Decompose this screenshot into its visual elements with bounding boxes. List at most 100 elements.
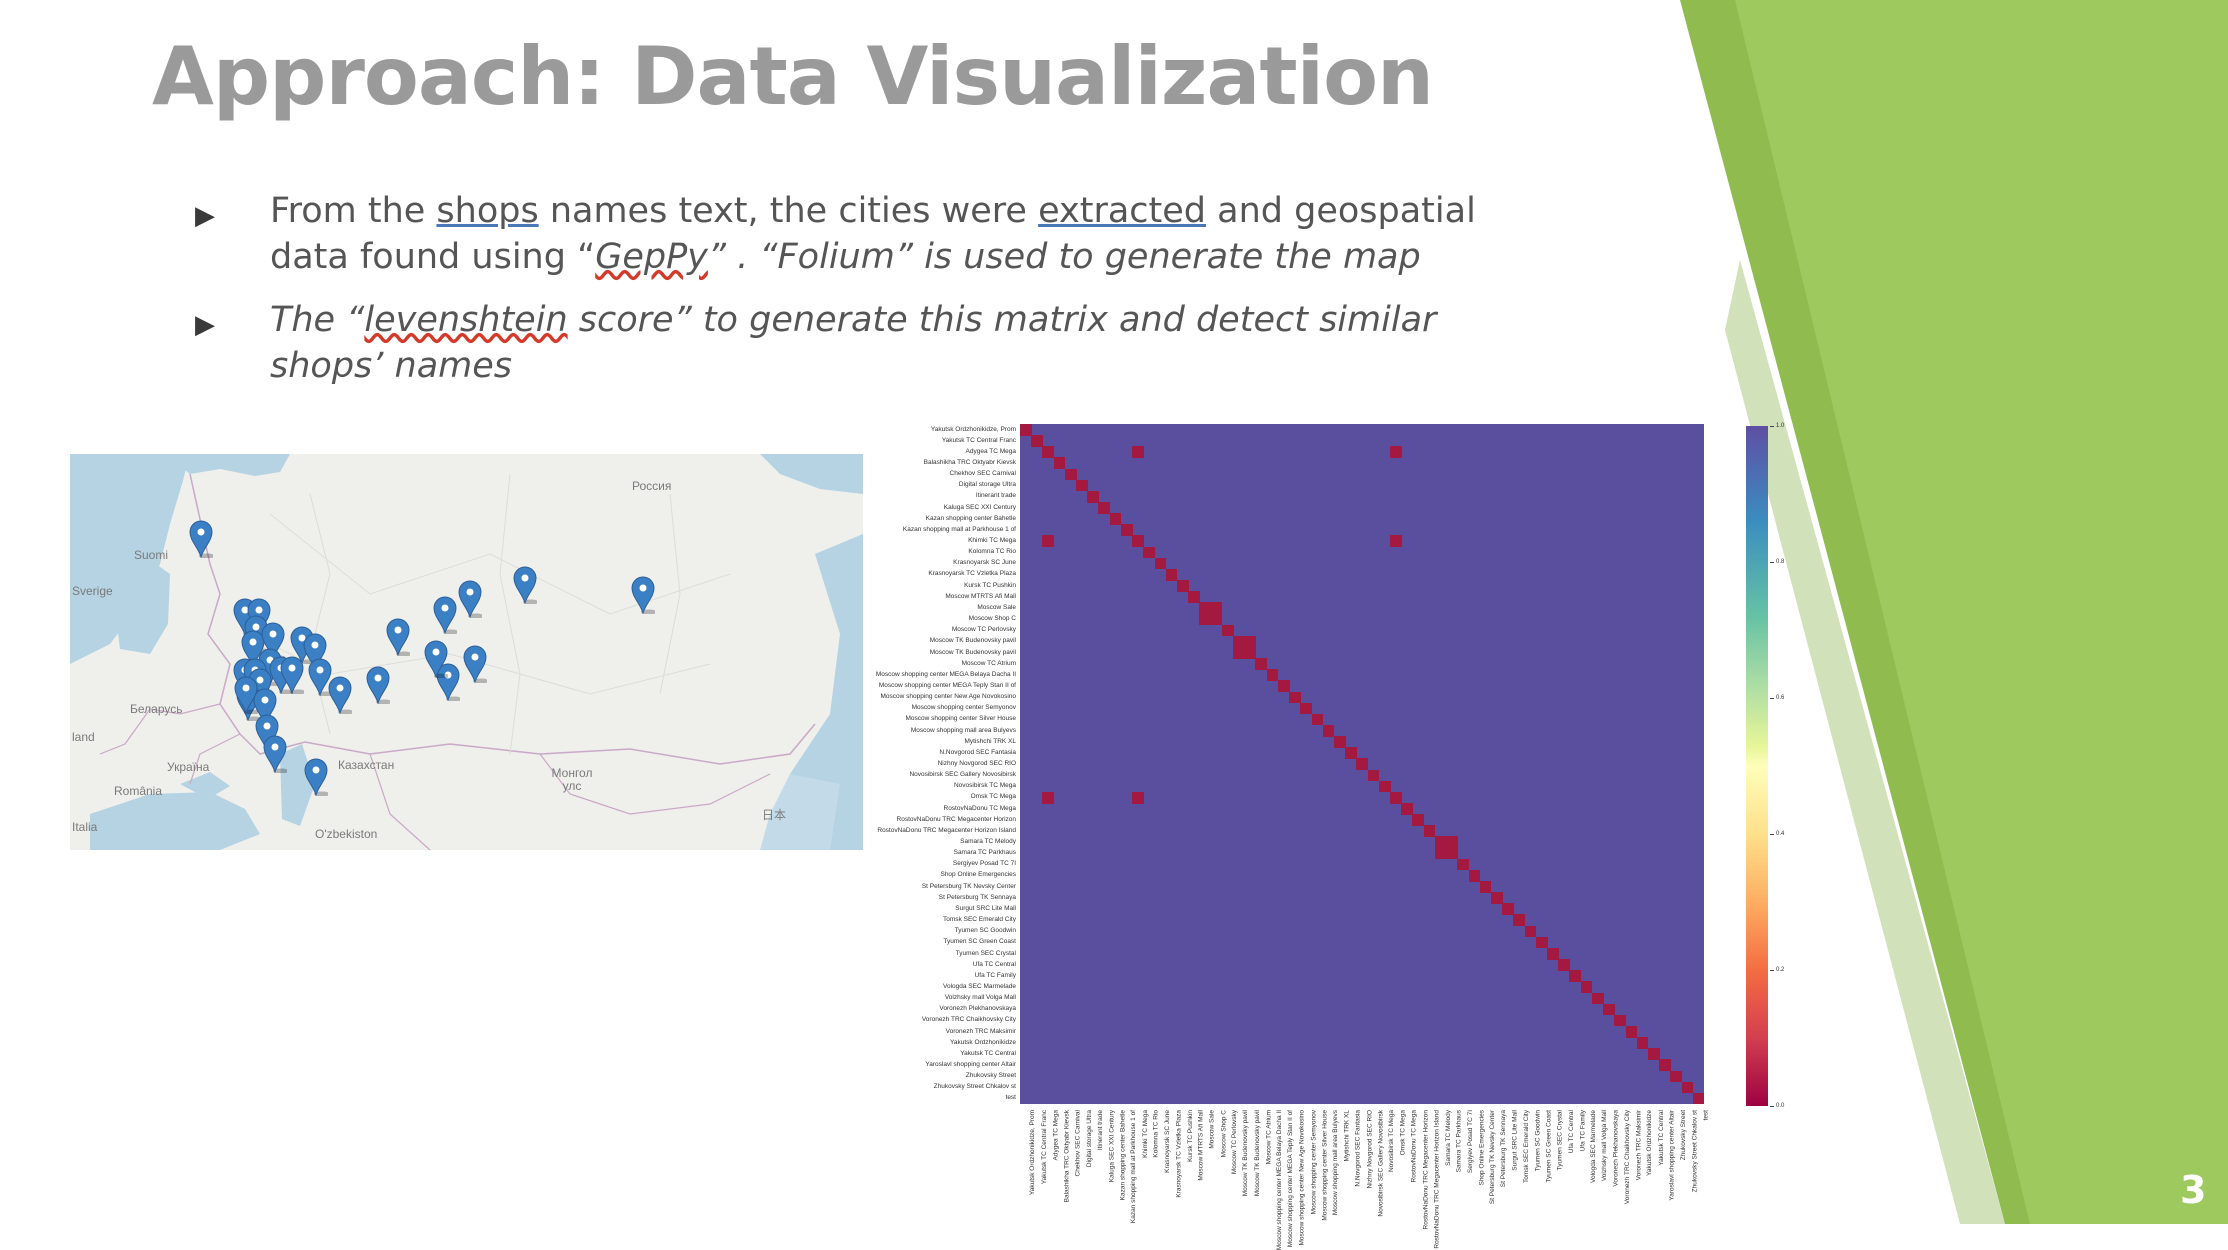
heatmap-cell (1479, 881, 1492, 893)
heatmap-cell (1569, 970, 1582, 982)
heatmap-cell (1446, 847, 1458, 860)
misspelled-word: GepPy (595, 237, 708, 277)
heatmap-cell (1322, 724, 1335, 737)
heatmap-cell (1513, 914, 1526, 927)
heatmap-cell (1053, 457, 1066, 470)
map-pin-icon[interactable] (263, 735, 287, 773)
colorbar-tick (1770, 698, 1774, 699)
heatmap-cell (1233, 646, 1245, 659)
heatmap-cell (1165, 568, 1178, 581)
misspelled-word: levenshtein (364, 300, 568, 340)
heatmap-cell (1020, 424, 1032, 436)
heatmap-cell (1457, 858, 1469, 871)
heatmap-cell (1289, 691, 1301, 704)
slide-accent-bands (1680, 0, 2228, 1224)
heatmap-cell (1390, 446, 1402, 458)
heatmap-cell (1647, 1048, 1660, 1060)
bullet-item: ▶ The “levenshtein score” to generate th… (190, 297, 1510, 389)
heatmap-cell (1692, 1092, 1705, 1105)
heatmap-cell (1535, 936, 1548, 949)
colorbar-tick-label: 0.0 (1776, 1103, 1785, 1109)
map-label: land (72, 730, 95, 744)
heatmap-cell (1367, 769, 1380, 782)
heatmap-cell (1132, 791, 1144, 804)
heatmap-cell (1188, 591, 1200, 603)
heatmap-cell (1681, 1081, 1694, 1094)
map-label: Россия (632, 479, 672, 493)
heatmap-cell (1132, 535, 1144, 548)
heatmap-cell (1109, 513, 1122, 525)
map-label: O'zbekiston (315, 827, 378, 841)
heatmap-cell (1490, 892, 1503, 904)
heatmap-cell (1087, 490, 1099, 503)
heatmap-cell (1401, 803, 1413, 815)
heatmap-cell (1042, 535, 1055, 548)
map-pin-icon[interactable] (458, 580, 482, 618)
heatmap-cell (1390, 535, 1402, 548)
colorbar-tick (1770, 426, 1774, 427)
map-pin-icon[interactable] (328, 676, 352, 714)
map-pin-icon[interactable] (463, 645, 487, 683)
heatmap-cell (1098, 502, 1111, 514)
heatmap-cell (1042, 791, 1055, 804)
map-label: Беларусь (130, 702, 183, 716)
heatmap-cell (1558, 959, 1570, 971)
map-label: 日本 (762, 808, 787, 822)
underlined-word: shops (436, 191, 539, 231)
colorbar-tick (1770, 1106, 1774, 1107)
heatmap-cell (1311, 713, 1324, 726)
map-pin-icon[interactable] (189, 520, 213, 558)
map-pin-icon[interactable] (631, 576, 655, 614)
colorbar-tick-label: 0.2 (1776, 967, 1785, 973)
heatmap-cell (1199, 602, 1212, 614)
heatmap-cell (1210, 613, 1223, 626)
heatmap-cell (1199, 613, 1212, 626)
bullet-text: names text, the cities were (538, 191, 1039, 231)
colorbar-tick-label: 0.4 (1776, 831, 1785, 837)
heatmap-cell (1378, 780, 1391, 793)
map-label: Україна (167, 760, 210, 774)
bullet-text: score” to generate this matrix and detec… (270, 300, 1437, 386)
heatmap-cell (1659, 1059, 1671, 1072)
levenshtein-heatmap (1020, 424, 1705, 1105)
heatmap-cell (1221, 624, 1234, 637)
colorbar-tick (1770, 562, 1774, 563)
heatmap-cell (1434, 847, 1447, 860)
map-pin-icon[interactable] (308, 658, 332, 696)
map-pin-icon[interactable] (234, 676, 258, 714)
heatmap-cell (1390, 791, 1402, 804)
bullet-arrow-icon: ▶ (195, 201, 215, 231)
bullet-text: The “ (270, 300, 365, 340)
heatmap-colorbar (1746, 426, 1768, 1106)
map-pin-icon[interactable] (424, 640, 448, 678)
heatmap-cell (1244, 635, 1256, 648)
map-label: Suomi (134, 548, 169, 562)
map-label: Казахстан (338, 758, 395, 772)
map-pin-icon[interactable] (386, 618, 410, 656)
bullet-list: ▶ From the shops names text, the cities … (190, 188, 1510, 406)
underlined-word: extracted (1038, 191, 1207, 231)
bullet-text: and geospatial data found using “ (270, 191, 1476, 277)
colorbar-tick (1770, 970, 1774, 971)
map-basemap (70, 454, 863, 850)
map-label: Italia (72, 820, 98, 834)
map-pin-icon[interactable] (366, 666, 390, 704)
heatmap-cell (1423, 825, 1436, 837)
heatmap-cell (1614, 1014, 1626, 1027)
heatmap-cell (1255, 658, 1268, 670)
heatmap-cell (1176, 580, 1189, 592)
heatmap-cell (1120, 524, 1133, 536)
bullet-text: From the (270, 191, 437, 231)
map-pin-icon[interactable] (436, 663, 460, 701)
colorbar-tick-label: 0.6 (1776, 695, 1785, 701)
heatmap-cell (1266, 669, 1279, 681)
heatmap-cell (1468, 869, 1481, 882)
map-pin-icon[interactable] (280, 656, 304, 694)
map-pin-icon[interactable] (513, 566, 537, 604)
folium-map[interactable]: Россия Suomi Sverige Беларусь land Украї… (70, 454, 863, 850)
heatmap-cell (1076, 479, 1088, 492)
heatmap-cell (1446, 836, 1458, 849)
map-pin-icon[interactable] (433, 596, 457, 634)
map-label: România (114, 784, 163, 798)
map-pin-icon[interactable] (304, 758, 328, 796)
